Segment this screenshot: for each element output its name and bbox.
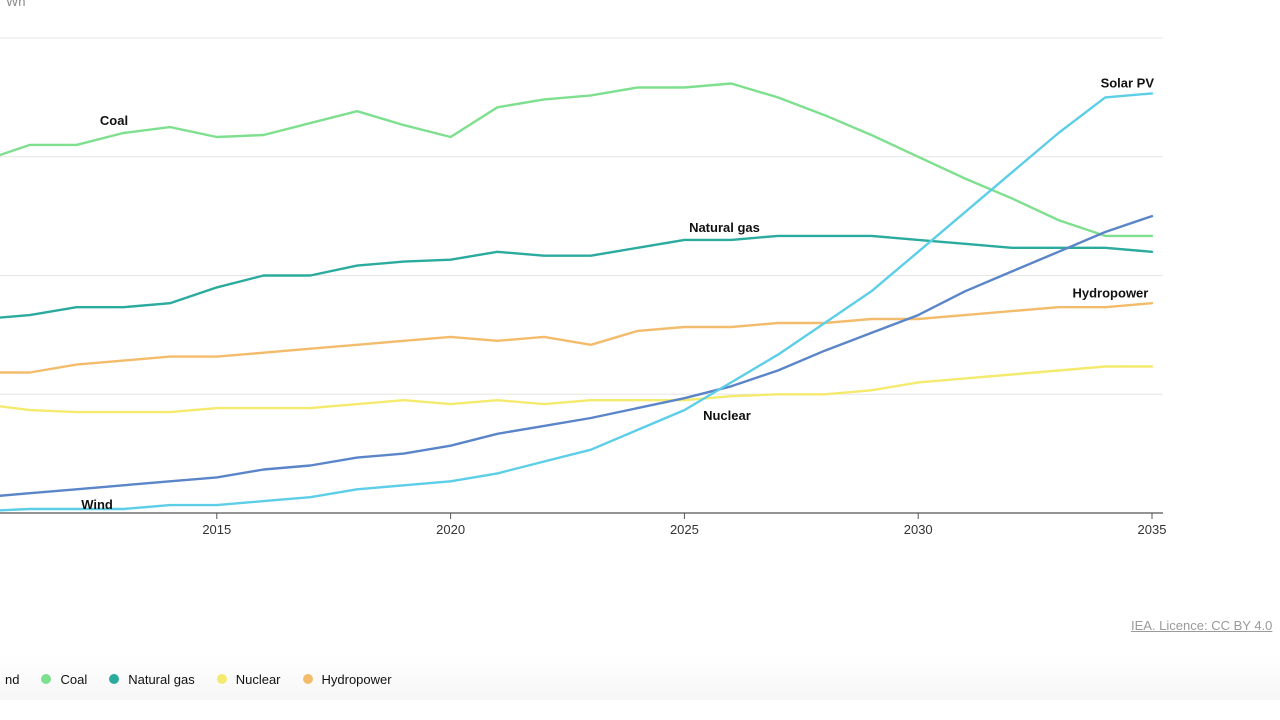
y-axis-unit-label: Wh — [6, 0, 26, 9]
x-tick-label: 2030 — [904, 522, 933, 537]
legend-label: Nuclear — [235, 671, 281, 687]
series-line-nuclear — [0, 365, 1154, 414]
legend-item-nuclear[interactable]: Nuclear — [216, 671, 281, 687]
series-line-solar-pv — [0, 92, 1154, 512]
series-label-nuclear: Nuclear — [703, 408, 751, 423]
line-chart: 2015 2020 2025 2030 2035 Coal Natural gas Hydro… — [0, 37, 1167, 537]
legend-item-wind[interactable]: nd — [0, 672, 19, 687]
chart-area: Wh 2015 2020 2025 2030 2035 Coal Natural gas Hy… — [0, 0, 1273, 633]
legend-item-natural-gas[interactable]: Natural gas — [109, 671, 195, 687]
legend-bar — [0, 655, 1280, 700]
series-line-coal — [0, 82, 1154, 238]
x-tick-label: 2035 — [1138, 522, 1167, 537]
legend-dot — [302, 674, 313, 684]
bottom-strip — [0, 700, 1280, 720]
series-label-coal: Coal — [100, 113, 128, 128]
legend-label: Natural gas — [128, 671, 195, 687]
series-line-wind — [0, 214, 1154, 497]
series-label-natural-gas: Natural gas — [689, 220, 760, 235]
series-label-hydropower: Hydropower — [1073, 285, 1149, 300]
licence-credit-link[interactable]: IEA. Licence: CC BY 4.0 — [1131, 618, 1273, 633]
series-line-natural-gas — [0, 234, 1154, 319]
series-line-hydropower — [0, 302, 1154, 374]
series-label-wind: Wind — [81, 497, 113, 512]
chart-legend: nd Coal Natural gas Nuclear Hydropower — [0, 669, 414, 689]
legend-dot — [41, 674, 52, 684]
legend-dot — [216, 674, 227, 684]
legend-label: Hydropower — [321, 671, 392, 687]
x-tick-label: 2020 — [436, 522, 465, 537]
legend-label: Coal — [60, 671, 88, 687]
legend-dot — [109, 674, 120, 684]
x-tick-label: 2025 — [670, 522, 699, 537]
legend-item-coal[interactable]: Coal — [41, 672, 87, 687]
legend-label: nd — [5, 671, 20, 687]
legend-item-hydropower[interactable]: Hydropower — [302, 671, 392, 687]
x-tick-label: 2015 — [202, 522, 231, 537]
series-label-solar-pv: Solar PV — [1101, 75, 1155, 90]
